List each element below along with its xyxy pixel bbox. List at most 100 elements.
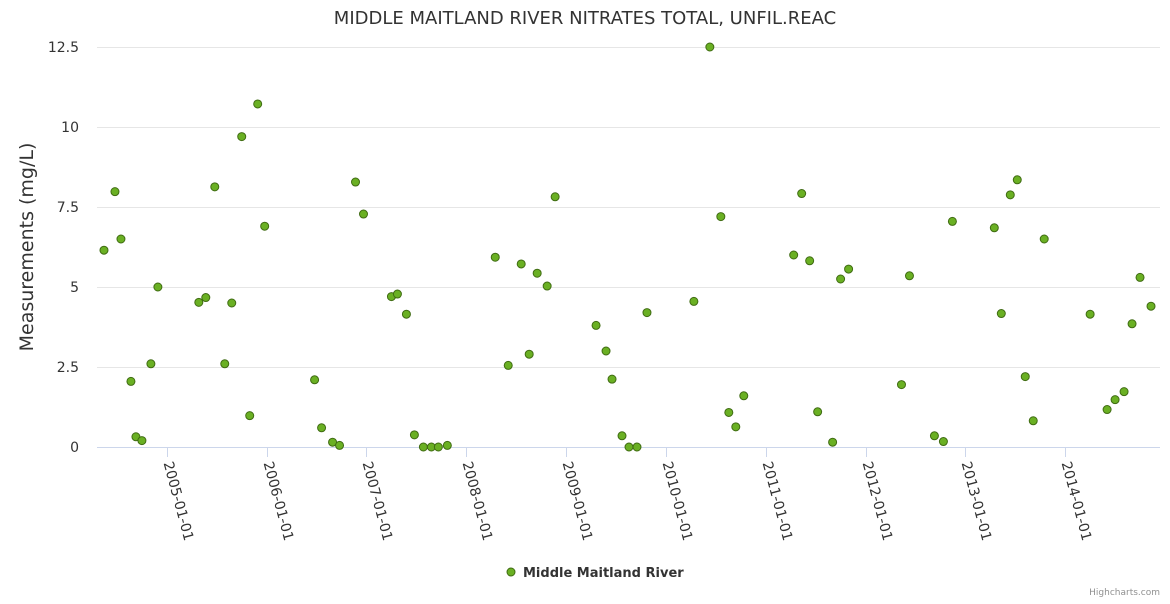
data-point[interactable] — [617, 431, 627, 441]
axis-layer: 0 2.5 5 7.5 10 12.5 2005-01-01 2006-01-01 2007-0… — [48, 40, 1094, 543]
data-point[interactable] — [836, 274, 846, 284]
credits-link[interactable]: Highcharts.com — [1089, 588, 1160, 598]
data-point[interactable] — [642, 308, 652, 318]
data-point[interactable] — [929, 431, 939, 441]
data-point[interactable] — [989, 223, 999, 233]
grid-layer — [97, 47, 1160, 448]
data-point[interactable] — [490, 252, 500, 262]
data-point[interactable] — [99, 245, 109, 255]
data-point[interactable] — [896, 380, 906, 390]
data-point[interactable] — [503, 360, 513, 370]
data-point[interactable] — [550, 192, 560, 202]
data-point[interactable] — [724, 407, 734, 417]
data-point[interactable] — [996, 309, 1006, 319]
x-tick-label: 2012-01-01 — [859, 460, 896, 543]
x-tick-label: 2013-01-01 — [958, 460, 995, 543]
data-point[interactable] — [351, 177, 361, 187]
data-point[interactable] — [227, 298, 237, 308]
data-point[interactable] — [591, 320, 601, 330]
y-tick-label: 0 — [70, 440, 79, 456]
data-point[interactable] — [524, 349, 534, 359]
data-point[interactable] — [146, 359, 156, 369]
data-point[interactable] — [844, 264, 854, 274]
data-point[interactable] — [601, 346, 611, 356]
data-point[interactable] — [516, 259, 526, 269]
data-point[interactable] — [1012, 175, 1022, 185]
x-tick-label: 2011-01-01 — [759, 460, 796, 543]
data-point[interactable] — [1039, 234, 1049, 244]
data-point[interactable] — [116, 234, 126, 244]
chart-title: MIDDLE MAITLAND RIVER NITRATES TOTAL, UN… — [334, 8, 836, 29]
data-point[interactable] — [716, 212, 726, 222]
data-point[interactable] — [1127, 319, 1137, 329]
data-point[interactable] — [805, 256, 815, 266]
data-point[interactable] — [813, 407, 823, 417]
data-point[interactable] — [1119, 387, 1129, 397]
legend-item-middle-maitland-river[interactable]: Middle Maitland River — [523, 566, 684, 581]
data-point[interactable] — [245, 411, 255, 421]
data-point[interactable] — [947, 216, 957, 226]
data-point[interactable] — [624, 442, 634, 452]
data-point[interactable] — [194, 297, 204, 307]
y-tick-label: 12.5 — [48, 40, 79, 56]
data-point[interactable] — [110, 187, 120, 197]
data-point[interactable] — [532, 268, 542, 278]
data-point[interactable] — [904, 271, 914, 281]
data-point[interactable] — [253, 99, 263, 109]
data-point[interactable] — [126, 376, 136, 386]
data-point[interactable] — [1005, 190, 1015, 200]
x-tick-label: 2008-01-01 — [459, 460, 496, 543]
data-point[interactable] — [789, 250, 799, 260]
data-point[interactable] — [705, 42, 715, 52]
data-point[interactable] — [938, 437, 948, 447]
data-point[interactable] — [137, 436, 147, 446]
data-point[interactable] — [797, 189, 807, 199]
data-point[interactable] — [1028, 416, 1038, 426]
y-axis-label: Measurements (mg/L) — [16, 143, 38, 352]
data-point[interactable] — [201, 293, 211, 303]
data-point[interactable] — [1102, 405, 1112, 415]
y-tick-label: 10 — [61, 120, 79, 136]
y-tick-label: 5 — [70, 280, 79, 296]
y-tick-label: 2.5 — [57, 360, 79, 376]
data-point[interactable] — [1146, 301, 1156, 311]
data-point[interactable] — [358, 209, 368, 219]
legend[interactable]: Middle Maitland River — [506, 566, 684, 581]
points-layer[interactable] — [99, 42, 1156, 452]
data-point[interactable] — [409, 430, 419, 440]
data-point[interactable] — [220, 359, 230, 369]
data-point[interactable] — [401, 309, 411, 319]
data-point[interactable] — [607, 374, 617, 384]
data-point[interactable] — [632, 442, 642, 452]
legend-marker-icon[interactable] — [506, 567, 516, 577]
data-point[interactable] — [153, 282, 163, 292]
data-point[interactable] — [260, 221, 270, 231]
x-tick-label: 2005-01-01 — [160, 460, 197, 543]
x-tick-label: 2007-01-01 — [359, 460, 396, 543]
data-point[interactable] — [392, 289, 402, 299]
x-tick-label: 2006-01-01 — [260, 460, 297, 543]
data-point[interactable] — [542, 281, 552, 291]
x-tick-label: 2014-01-01 — [1058, 460, 1095, 543]
data-point[interactable] — [1020, 372, 1030, 382]
data-point[interactable] — [828, 437, 838, 447]
data-point[interactable] — [731, 422, 741, 432]
data-point[interactable] — [1085, 309, 1095, 319]
x-tick-label: 2010-01-01 — [659, 460, 696, 543]
data-point[interactable] — [433, 442, 443, 452]
data-point[interactable] — [442, 440, 452, 450]
y-tick-label: 7.5 — [57, 200, 79, 216]
data-point[interactable] — [739, 391, 749, 401]
data-point[interactable] — [335, 440, 345, 450]
data-point[interactable] — [237, 132, 247, 142]
data-point[interactable] — [689, 296, 699, 306]
data-point[interactable] — [210, 182, 220, 192]
x-tick-label: 2009-01-01 — [559, 460, 596, 543]
data-point[interactable] — [317, 423, 327, 433]
data-point[interactable] — [310, 375, 320, 385]
data-point[interactable] — [418, 442, 428, 452]
data-point[interactable] — [1135, 272, 1145, 282]
data-point[interactable] — [1110, 395, 1120, 405]
